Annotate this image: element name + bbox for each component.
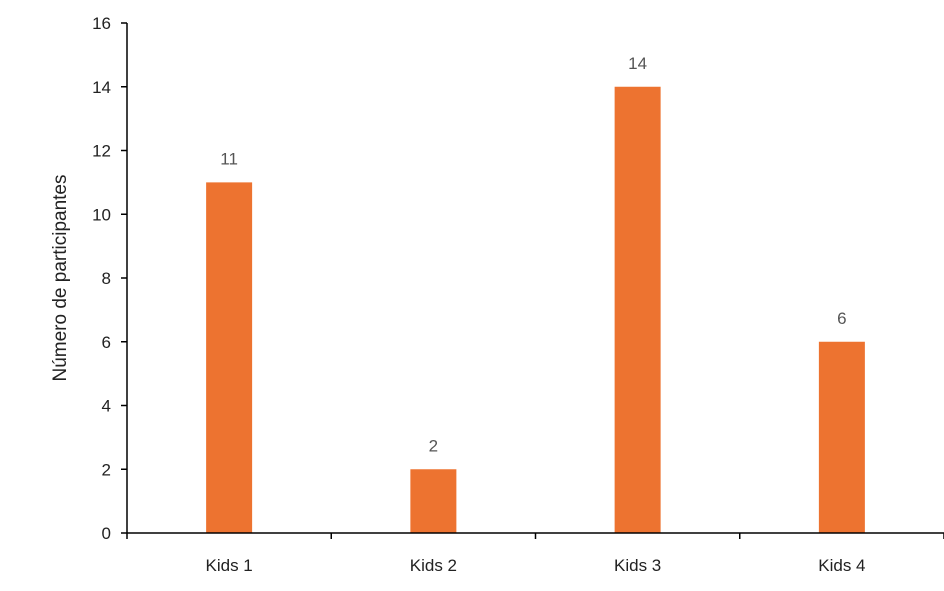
y-tick-label: 14: [92, 78, 111, 97]
bar: [206, 182, 253, 533]
bars: [206, 86, 865, 533]
data-label: 11: [220, 149, 238, 168]
x-category-label: Kids 4: [818, 556, 865, 575]
y-tick-label: 2: [102, 460, 111, 479]
bar: [818, 341, 865, 533]
data-label: 6: [837, 309, 846, 328]
y-axis-ticks: 0 2 4 6 8 10 12 14 16: [92, 14, 127, 543]
data-label: 14: [628, 54, 647, 73]
y-tick-label: 10: [92, 205, 111, 224]
y-tick-label: 12: [92, 142, 111, 161]
data-labels: 11 2 14 6: [220, 54, 846, 456]
data-label: 2: [429, 436, 438, 455]
y-tick-label: 4: [102, 397, 111, 416]
x-category-label: Kids 2: [410, 556, 457, 575]
bar: [614, 86, 661, 533]
y-tick-label: 0: [102, 524, 111, 543]
bar: [410, 469, 457, 533]
y-tick-label: 6: [102, 333, 111, 352]
y-tick-label: 8: [102, 269, 111, 288]
x-axis-ticks: Kids 1 Kids 2 Kids 3 Kids 4: [126, 533, 944, 575]
x-category-label: Kids 1: [206, 556, 253, 575]
y-axis-title: Número de participantes: [50, 175, 71, 382]
x-category-label: Kids 3: [614, 556, 661, 575]
y-tick-label: 16: [92, 14, 111, 33]
